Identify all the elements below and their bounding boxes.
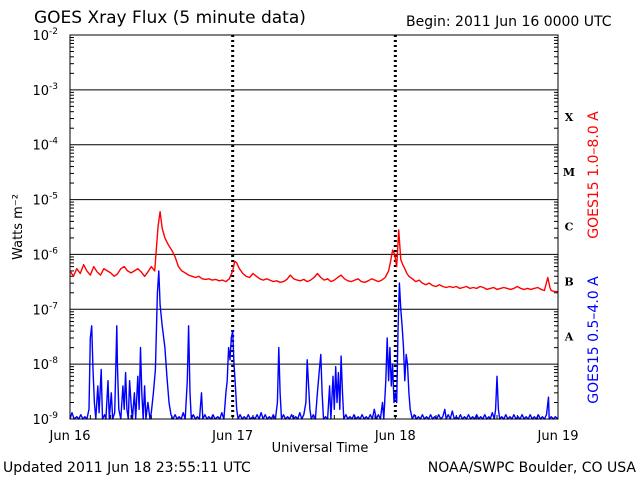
y-tick-label: 10-4 xyxy=(32,137,58,154)
updated-timestamp: Updated 2011 Jun 18 23:55:11 UTC xyxy=(3,460,251,476)
x-tick-label: Jun 16 xyxy=(49,429,91,444)
series-layer xyxy=(69,210,559,420)
flare-class-x: X xyxy=(565,111,574,124)
x-tick-label: Jun 17 xyxy=(211,429,253,444)
x-tick-label: Jun 18 xyxy=(374,429,416,444)
flare-class-m: M xyxy=(563,166,575,179)
y-axis-title: Watts m⁻² xyxy=(11,194,26,260)
series-long-channel-line xyxy=(69,210,558,293)
chart-title: GOES Xray Flux (5 minute data) xyxy=(34,8,306,28)
y-tick-label: 10-2 xyxy=(32,27,58,44)
y-tick-label: 10-3 xyxy=(32,82,58,99)
plot-frame xyxy=(69,34,559,420)
y-tick-exponent: -4 xyxy=(49,137,58,147)
y-tick-label: 10-5 xyxy=(32,192,58,209)
flare-class-a: A xyxy=(564,330,574,343)
x-tick-label: Jun 19 xyxy=(537,429,579,444)
series-short-channel-line xyxy=(69,270,559,420)
y-tick-label: 10-8 xyxy=(32,356,58,373)
flare-class-labels: X M C B A xyxy=(563,111,575,343)
legend-long-channel: GOES15 1.0–8.0 A xyxy=(586,111,602,239)
x-axis-title: Universal Time xyxy=(271,441,369,456)
y-tick-label: 10-9 xyxy=(32,411,58,428)
y-tick-exponent: -3 xyxy=(49,82,58,92)
y-tick-exponent: -9 xyxy=(49,411,58,421)
legend-short-channel: GOES15 0.5–4.0 A xyxy=(586,276,602,404)
y-tick-exponent: -7 xyxy=(49,301,58,311)
y-tick-labels: 10-2 10-3 10-4 10-5 10-6 10-7 10-8 10-9 xyxy=(32,27,58,428)
y-tick-exponent: -8 xyxy=(49,356,58,366)
y-tick-exponent: -2 xyxy=(49,27,58,37)
y-tick-label: 10-6 xyxy=(32,246,58,263)
grid-layer xyxy=(69,34,559,420)
y-tick-exponent: -5 xyxy=(49,192,58,202)
y-tick-label: 10-7 xyxy=(32,301,58,318)
flare-class-b: B xyxy=(564,276,573,289)
begin-time-label: Begin: 2011 Jun 16 0000 UTC xyxy=(406,14,612,30)
y-tick-exponent: -6 xyxy=(49,246,58,256)
flare-class-c: C xyxy=(565,221,574,234)
x-tick-labels: Jun 16 Jun 17 Jun 18 Jun 19 xyxy=(49,429,579,444)
credit-label: NOAA/SWPC Boulder, CO USA xyxy=(427,460,636,476)
